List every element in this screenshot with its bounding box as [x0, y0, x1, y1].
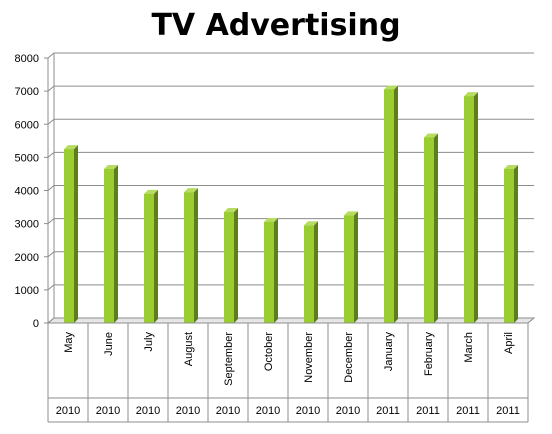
x-year-label: 2010: [296, 405, 320, 417]
y-tick-label: 2000: [15, 252, 39, 264]
bar-side: [314, 221, 318, 323]
x-tick-label: June: [103, 332, 115, 356]
bar-top: [384, 85, 398, 90]
bar-top: [64, 145, 78, 150]
x-tick-label: February: [423, 332, 435, 377]
gridline-diagonal: [47, 251, 55, 258]
x-year-label: 2010: [336, 405, 360, 417]
bar: [264, 221, 274, 323]
bar-side: [194, 188, 198, 323]
bar-side: [354, 211, 358, 323]
bar-side: [434, 133, 438, 323]
bar-top: [104, 164, 118, 169]
bar-top: [504, 164, 518, 169]
x-year-label: 2011: [376, 405, 400, 417]
bar: [184, 192, 194, 323]
y-tick-label: 7000: [15, 86, 39, 98]
x-year-label: 2010: [176, 405, 200, 417]
gridline-diagonal: [47, 85, 55, 92]
bar-top: [144, 189, 158, 194]
x-year-label: 2011: [496, 405, 520, 417]
bar-side: [114, 164, 118, 323]
bar: [504, 168, 514, 323]
bar: [424, 137, 434, 323]
bar-side: [514, 164, 518, 323]
x-tick-label: May: [63, 332, 75, 353]
gridline-diagonal: [47, 218, 55, 225]
bar-top: [344, 211, 358, 216]
gridline-diagonal: [47, 151, 55, 158]
x-year-label: 2010: [256, 405, 280, 417]
bar-side: [234, 208, 238, 323]
y-tick-label: 4000: [15, 186, 39, 198]
bar: [344, 215, 354, 323]
x-tick-label: August: [183, 332, 195, 366]
chart-floor: [46, 317, 536, 324]
bar: [64, 149, 74, 323]
y-tick-label: 3000: [15, 219, 39, 231]
bar-side: [274, 217, 278, 323]
gridline-diagonal: [47, 185, 55, 191]
bar-top: [264, 217, 278, 222]
bar-side: [394, 85, 398, 323]
x-year-label: 2010: [56, 405, 80, 417]
bar: [304, 225, 314, 323]
x-tick-label: December: [343, 332, 355, 383]
x-tick-label: July: [143, 332, 155, 352]
chart-title: TV Advertising: [151, 8, 401, 43]
y-tick-label: 0: [33, 318, 39, 330]
y-tick-label: 5000: [15, 152, 39, 164]
bar-top: [184, 188, 198, 193]
bar-top: [424, 133, 438, 138]
bar-side: [74, 145, 78, 323]
y-tick-label: 8000: [15, 53, 39, 65]
x-tick-label: October: [263, 332, 275, 371]
bar-top: [464, 92, 478, 97]
bar: [224, 212, 234, 323]
bar-top: [304, 221, 318, 226]
x-tick-label: March: [463, 332, 475, 363]
bar-top: [224, 208, 238, 213]
x-tick-label: November: [303, 332, 315, 383]
x-year-label: 2011: [416, 405, 440, 417]
x-tick-label: April: [503, 332, 515, 354]
x-year-label: 2010: [216, 405, 240, 417]
bar: [104, 168, 114, 323]
x-tick-label: January: [383, 332, 395, 372]
bar-side: [154, 189, 158, 323]
gridline-diagonal: [47, 284, 55, 291]
y-tick-label: 1000: [15, 285, 39, 297]
x-year-label: 2010: [136, 405, 160, 417]
bar-side: [474, 92, 478, 323]
bar: [144, 193, 154, 323]
x-year-label: 2011: [456, 405, 480, 417]
x-tick-label: September: [223, 332, 235, 386]
x-year-label: 2010: [96, 405, 120, 417]
bar: [464, 96, 474, 323]
gridline-diagonal: [47, 52, 55, 59]
bar: [384, 89, 394, 323]
y-tick-label: 6000: [15, 119, 39, 131]
gridline-diagonal: [47, 118, 55, 125]
